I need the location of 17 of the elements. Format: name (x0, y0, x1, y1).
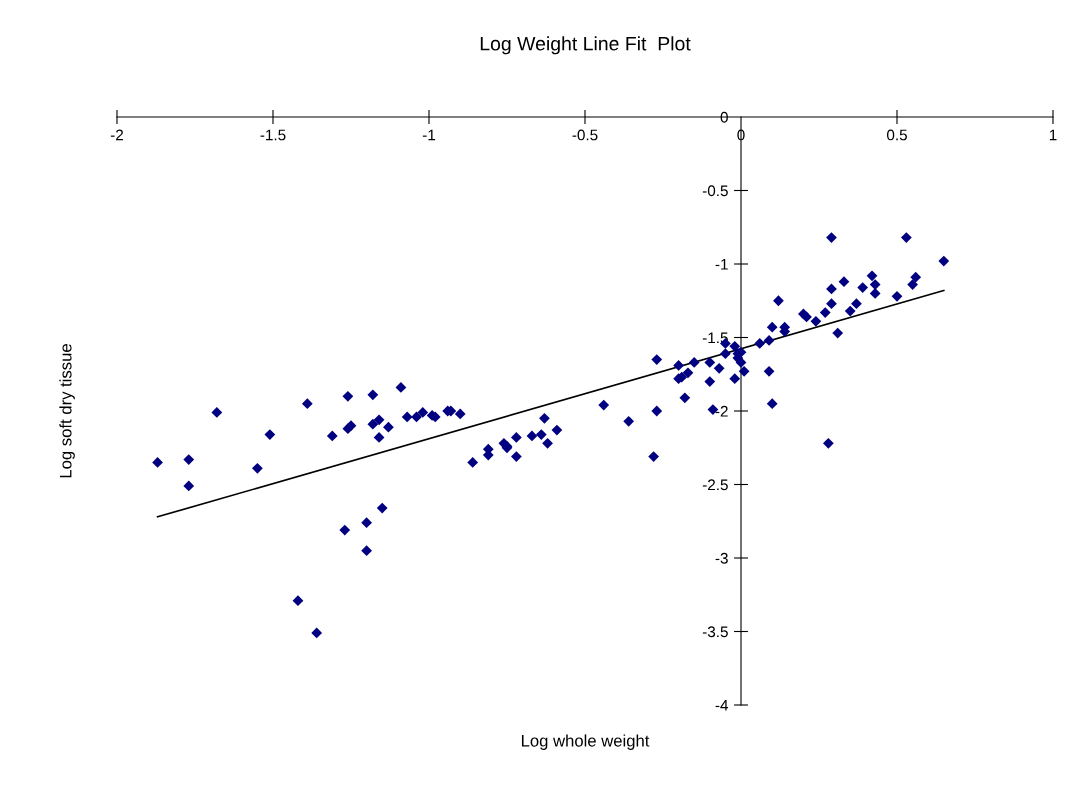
x-tick-label: -1 (422, 129, 436, 141)
y-tick-label: -3.5 (702, 626, 728, 638)
x-tick-label: -0.5 (572, 129, 598, 141)
y-tick-label: -1 (715, 259, 728, 270)
y-axis-title: Log soft dry tissue (59, 344, 75, 478)
chart-title: Log Weight Line Fit Plot (480, 36, 691, 55)
x-axis-title: Log whole weight (521, 734, 650, 750)
y-tick-label: -2 (715, 405, 728, 417)
y-tick-label: -2.5 (702, 479, 728, 491)
x-tick-label: -2 (110, 129, 124, 141)
x-tick-label: 1 (1049, 129, 1057, 141)
y-tick-label: -3 (715, 552, 728, 564)
x-tick-label: -1.5 (260, 129, 286, 141)
x-tick-label: 0.5 (886, 129, 907, 141)
y-tick-label: -0.5 (702, 185, 728, 197)
y-tick-label: 0 (720, 111, 728, 123)
y-tick-label: -4 (715, 700, 729, 711)
